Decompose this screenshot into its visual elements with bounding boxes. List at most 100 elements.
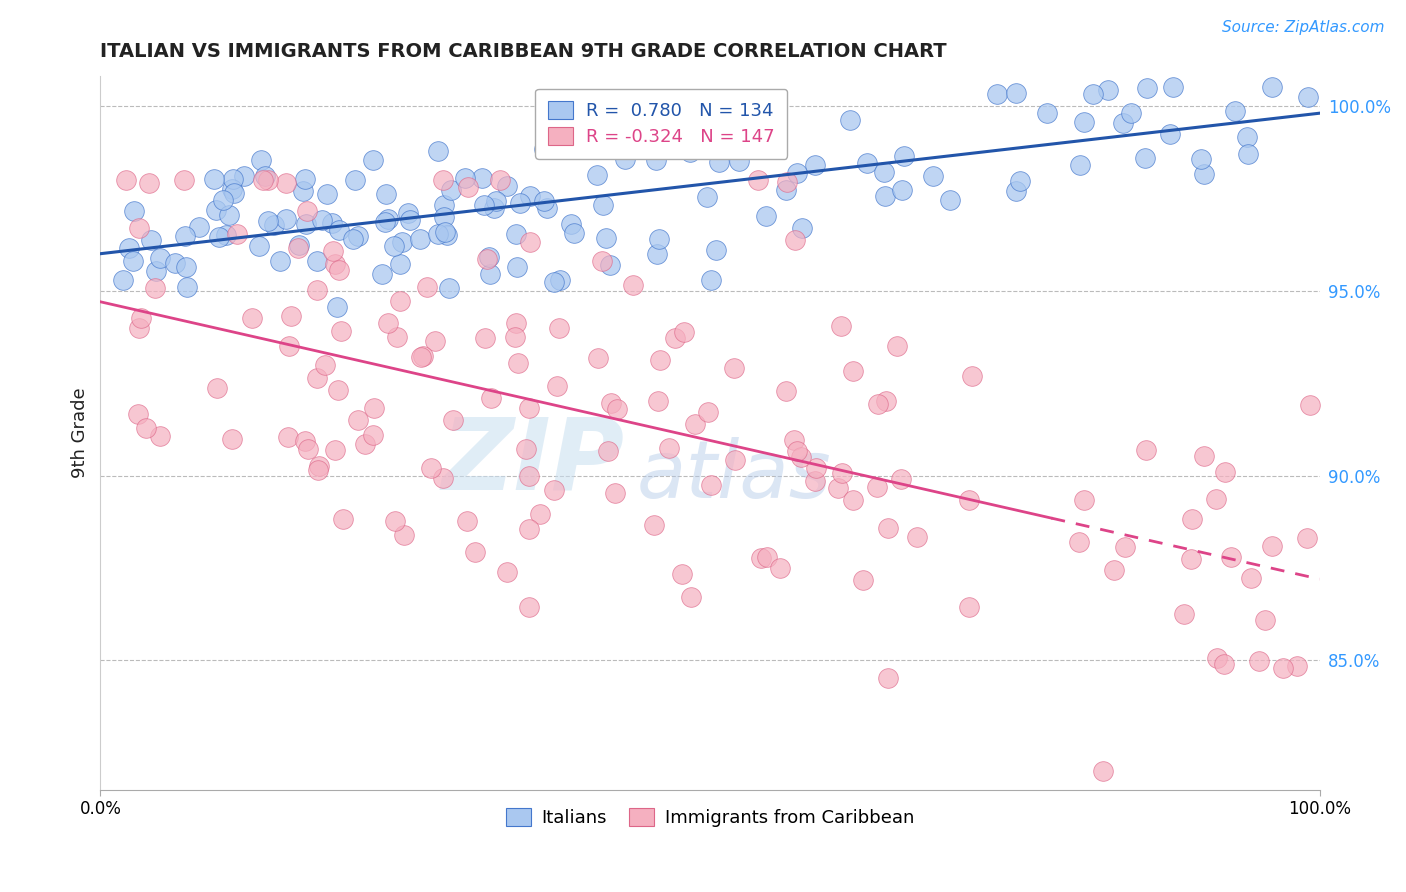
Point xyxy=(986,87,1008,101)
Point xyxy=(1261,539,1284,553)
Point xyxy=(776,175,799,189)
Point xyxy=(111,273,134,287)
Point xyxy=(399,212,422,227)
Point xyxy=(546,379,568,393)
Point xyxy=(830,319,852,334)
Point xyxy=(1004,185,1026,199)
Point xyxy=(305,371,328,385)
Point xyxy=(342,231,364,245)
Point xyxy=(548,321,571,335)
Point xyxy=(1102,563,1125,577)
Point xyxy=(852,574,875,588)
Point xyxy=(866,480,889,494)
Point xyxy=(709,154,731,169)
Point xyxy=(960,369,983,384)
Point xyxy=(240,311,263,326)
Point xyxy=(212,193,235,207)
Point xyxy=(128,321,150,335)
Point xyxy=(1136,80,1159,95)
Point xyxy=(519,522,541,536)
Point xyxy=(326,300,349,314)
Point xyxy=(247,239,270,253)
Point xyxy=(439,281,461,295)
Point xyxy=(441,413,464,427)
Point xyxy=(305,254,328,268)
Point xyxy=(893,149,915,163)
Point xyxy=(118,241,141,255)
Point xyxy=(224,186,246,201)
Point xyxy=(307,462,329,476)
Point xyxy=(277,339,299,353)
Point xyxy=(139,234,162,248)
Point xyxy=(344,173,367,187)
Point xyxy=(856,155,879,169)
Point xyxy=(886,339,908,353)
Point xyxy=(599,258,621,272)
Point xyxy=(287,242,309,256)
Point xyxy=(827,481,849,495)
Point xyxy=(280,309,302,323)
Point xyxy=(683,417,706,431)
Point xyxy=(269,253,291,268)
Point xyxy=(135,421,157,435)
Point xyxy=(890,472,912,486)
Point xyxy=(1285,659,1308,673)
Point xyxy=(905,530,928,544)
Point xyxy=(658,441,681,455)
Point xyxy=(426,144,449,158)
Point xyxy=(1119,106,1142,120)
Point xyxy=(1069,158,1091,172)
Point xyxy=(724,452,747,467)
Point xyxy=(377,316,399,330)
Point xyxy=(623,277,645,292)
Point xyxy=(484,194,506,208)
Point xyxy=(1189,152,1212,166)
Point xyxy=(250,153,273,167)
Point xyxy=(595,231,617,245)
Point xyxy=(1206,651,1229,665)
Point xyxy=(803,158,825,172)
Point xyxy=(1180,552,1202,566)
Point xyxy=(479,391,502,405)
Point xyxy=(257,173,280,187)
Point xyxy=(149,252,172,266)
Point xyxy=(425,334,447,348)
Point xyxy=(374,187,396,202)
Point xyxy=(233,169,256,184)
Point xyxy=(374,215,396,229)
Point xyxy=(129,310,152,325)
Point xyxy=(311,213,333,227)
Point xyxy=(384,515,406,529)
Point xyxy=(648,353,671,368)
Point xyxy=(1261,80,1284,95)
Point xyxy=(489,173,512,187)
Point xyxy=(515,442,537,457)
Point xyxy=(1112,116,1135,130)
Point xyxy=(396,206,419,220)
Text: Source: ZipAtlas.com: Source: ZipAtlas.com xyxy=(1222,20,1385,35)
Point xyxy=(1192,449,1215,463)
Point xyxy=(599,396,621,410)
Point xyxy=(533,143,555,157)
Point xyxy=(457,179,479,194)
Point xyxy=(295,217,318,231)
Point xyxy=(252,173,274,187)
Point xyxy=(1205,492,1227,507)
Point xyxy=(377,211,399,226)
Point xyxy=(122,204,145,219)
Point xyxy=(346,229,368,244)
Point xyxy=(877,671,900,685)
Point xyxy=(1296,90,1319,104)
Point xyxy=(1225,104,1247,119)
Point xyxy=(121,253,143,268)
Point xyxy=(321,216,343,230)
Point xyxy=(614,152,637,166)
Point xyxy=(647,394,669,409)
Point xyxy=(361,153,384,167)
Point xyxy=(297,442,319,456)
Point xyxy=(173,173,195,187)
Point xyxy=(478,267,501,281)
Point xyxy=(1092,764,1115,779)
Point xyxy=(1097,83,1119,97)
Point xyxy=(1236,129,1258,144)
